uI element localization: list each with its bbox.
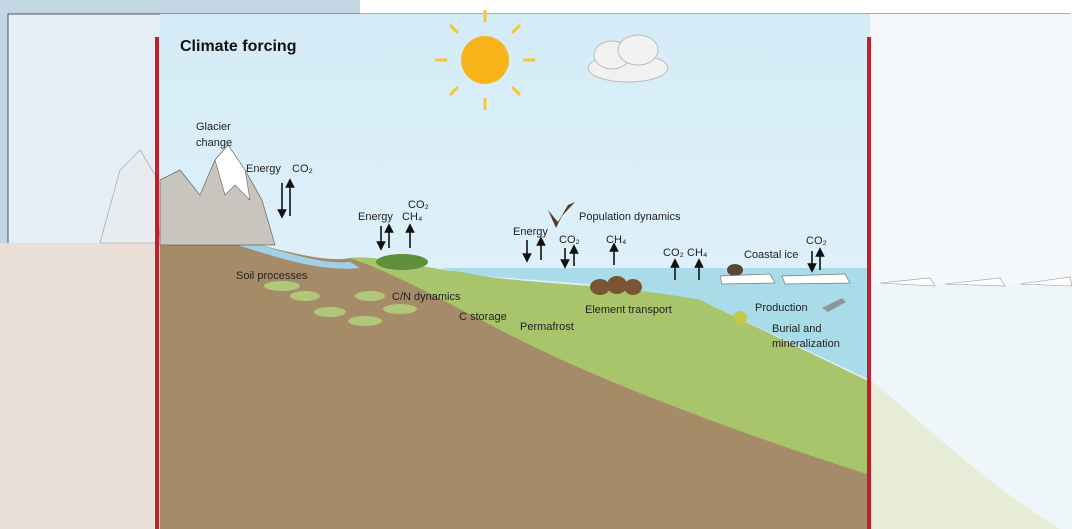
label: CH₄ — [687, 247, 708, 259]
label: CO₂ — [408, 199, 429, 211]
faded-mountain — [99, 149, 161, 244]
label: CO₂ — [663, 247, 684, 259]
faded-slope — [870, 380, 1060, 529]
label: C storage — [459, 311, 507, 323]
shrubs — [376, 254, 428, 270]
label: Production — [755, 302, 808, 314]
label: Element transport — [585, 304, 672, 316]
faded-ground-left — [0, 243, 160, 529]
sun — [435, 10, 535, 110]
bird — [548, 202, 575, 228]
label: CO₂ — [292, 163, 313, 175]
label: Coastal ice — [744, 249, 798, 261]
faded-sky-right — [870, 14, 1072, 284]
plankton — [733, 311, 747, 325]
label: Population dynamics — [579, 211, 681, 223]
label: Energy — [513, 226, 548, 238]
title: Climate forcing — [180, 38, 296, 55]
muskoxen — [590, 276, 642, 295]
label: C/N dynamics — [392, 291, 461, 303]
label: change — [196, 137, 232, 149]
label: Soil processes — [236, 270, 308, 282]
label: CO₂ — [806, 235, 827, 247]
boundary-left — [155, 37, 159, 529]
label: mineralization — [772, 338, 840, 350]
label: Glacier — [196, 121, 231, 133]
label: CH₄ — [606, 234, 627, 246]
soil-patches — [264, 281, 417, 326]
boundary-right — [867, 37, 871, 529]
faded-ice — [879, 276, 1072, 287]
label: CH₄ — [402, 211, 423, 223]
fish — [822, 298, 846, 312]
coastal-ice-floes — [719, 273, 851, 285]
seal — [727, 264, 743, 276]
flux-arrows — [277, 178, 825, 280]
cloud — [587, 34, 669, 83]
vegetated-slope — [350, 257, 870, 475]
glacier-ice — [214, 144, 251, 201]
label: CO₂ — [559, 234, 580, 246]
sea — [440, 268, 870, 380]
label: Energy — [358, 211, 393, 223]
label: Burial and — [772, 323, 822, 335]
meltwater — [240, 240, 360, 269]
label: Permafrost — [520, 321, 574, 333]
label: Energy — [246, 163, 281, 175]
